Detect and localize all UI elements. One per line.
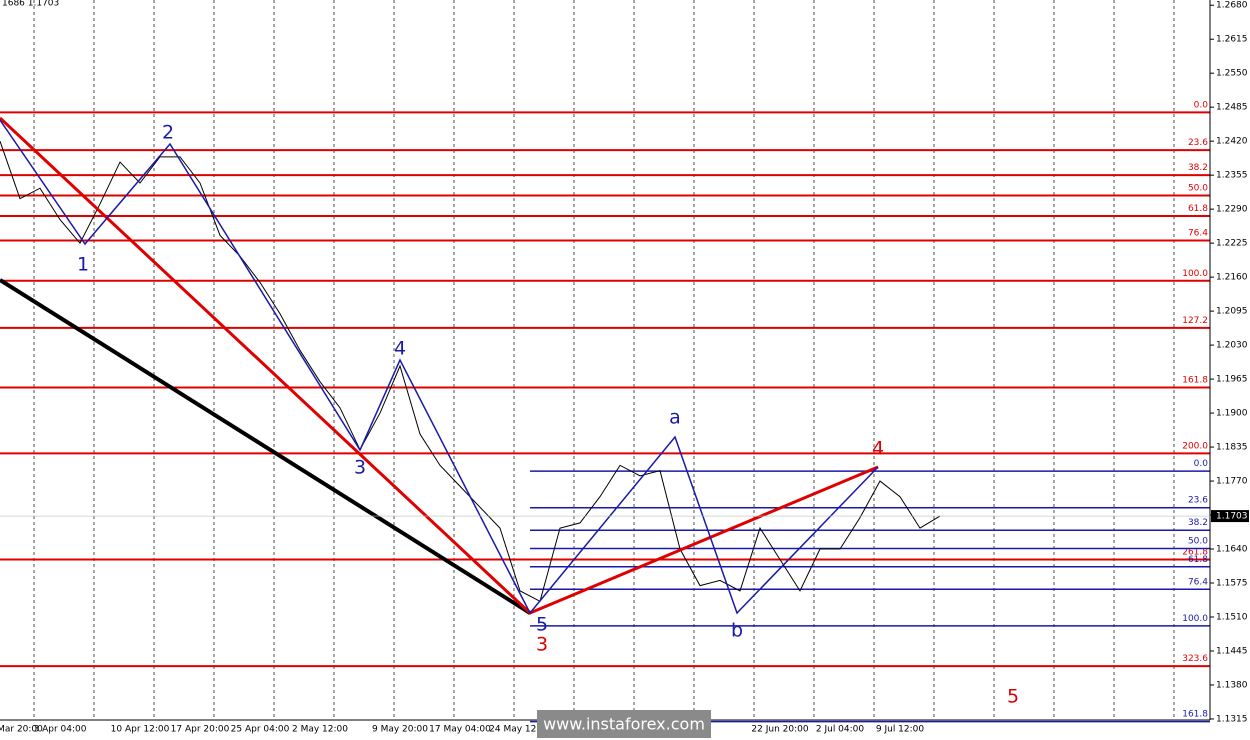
fib-label: 61.8 bbox=[1188, 204, 1208, 214]
y-tick-label: 1.1835 bbox=[1216, 443, 1248, 453]
fib-label: 38.2 bbox=[1188, 518, 1208, 528]
y-tick-label: 1.2420 bbox=[1216, 137, 1248, 147]
wave-label: a bbox=[669, 407, 681, 429]
y-tick-label: 1.2095 bbox=[1216, 307, 1248, 317]
y-tick-label: 1.1640 bbox=[1216, 545, 1248, 555]
y-tick-label: 1.2355 bbox=[1216, 171, 1248, 181]
fib-label: 323.6 bbox=[1182, 654, 1208, 664]
last-price-box bbox=[1211, 510, 1249, 523]
y-tick-label: 1.1900 bbox=[1216, 409, 1248, 419]
y-tick-label: 1.1575 bbox=[1216, 579, 1248, 589]
last-price-label: 1.1703 bbox=[1216, 512, 1248, 522]
header: 1686 1.1703 bbox=[2, 0, 59, 9]
y-tick-label: 1.2680 bbox=[1216, 1, 1248, 11]
wave-label: b bbox=[731, 620, 743, 642]
wave-label: 5 bbox=[1007, 686, 1019, 708]
wave-label: 4 bbox=[394, 338, 406, 360]
wave-label: 3 bbox=[536, 634, 548, 656]
watermark-box bbox=[537, 710, 711, 738]
watermark: www.instaforex.com bbox=[543, 715, 705, 734]
fib-label: 76.4 bbox=[1188, 577, 1208, 587]
fib-label: 50.0 bbox=[1188, 184, 1208, 194]
x-tick-label: 22 Jun 20:00 bbox=[751, 725, 808, 735]
x-tick-label: 17 Apr 20:00 bbox=[171, 725, 230, 735]
fib-label: 100.0 bbox=[1182, 614, 1208, 624]
x-tick-label: 2 May 12:00 bbox=[292, 725, 348, 735]
y-tick-label: 1.1510 bbox=[1216, 612, 1248, 622]
fib-label: 23.6 bbox=[1188, 138, 1208, 148]
y-tick-label: 1.2615 bbox=[1216, 35, 1248, 45]
y-tick-label: 1.2485 bbox=[1216, 103, 1248, 113]
wave-label: 1 bbox=[77, 254, 89, 276]
fib-label: 161.8 bbox=[1182, 375, 1208, 385]
y-tick-label: 1.1380 bbox=[1216, 680, 1248, 690]
fib-label: 127.2 bbox=[1182, 316, 1208, 326]
v-grid bbox=[33, 0, 1175, 720]
fib-label: 23.6 bbox=[1188, 496, 1208, 506]
wave-line-blue bbox=[0, 119, 879, 615]
wave-labels: 1 2 3 4 5 a b 3 4 5 bbox=[77, 122, 1019, 708]
wave-label: 3 bbox=[354, 457, 366, 479]
x-tick-label: 9 May 20:00 bbox=[372, 725, 428, 735]
x-tick-label: 24 May 12:00 bbox=[489, 725, 551, 735]
y-tick-label: 1.1315 bbox=[1216, 714, 1248, 724]
y-tick-label: 1.2225 bbox=[1216, 239, 1248, 249]
fib-label: 261.8 bbox=[1182, 547, 1208, 557]
x-tick-label: 10 Apr 12:00 bbox=[111, 725, 170, 735]
x-tick-label: 25 Apr 04:00 bbox=[231, 725, 290, 735]
fib-levels: 0.023.638.250.061.876.4100.0127.2161.820… bbox=[0, 100, 1210, 723]
y-tick-label: 1.2030 bbox=[1216, 341, 1248, 351]
wave-label: 4 bbox=[872, 438, 884, 460]
y-tick-label: 1.2290 bbox=[1216, 205, 1248, 215]
x-tick-label: 17 May 04:00 bbox=[429, 725, 491, 735]
y-tick-label: 1.1445 bbox=[1216, 646, 1248, 656]
fib-label: 161.8 bbox=[1182, 710, 1208, 720]
x-tick-label: 2 Jul 04:00 bbox=[816, 725, 865, 735]
fib-label: 0.0 bbox=[1194, 459, 1209, 469]
fib-label: 100.0 bbox=[1182, 269, 1208, 279]
wave-label: 2 bbox=[162, 122, 174, 144]
fib-label: 200.0 bbox=[1182, 441, 1208, 451]
wave-label: 5 bbox=[536, 614, 548, 636]
fib-label: 0.0 bbox=[1194, 100, 1209, 110]
fib-label: 61.8 bbox=[1188, 555, 1208, 565]
x-tick-label: Mar 20:00 bbox=[0, 725, 43, 735]
y-tick-label: 1.2550 bbox=[1216, 69, 1248, 79]
y-tick-label: 1.1770 bbox=[1216, 477, 1248, 487]
fib-label: 50.0 bbox=[1188, 536, 1208, 546]
fib-label: 38.2 bbox=[1188, 163, 1208, 173]
trend-line bbox=[0, 278, 532, 615]
fib-label: 76.4 bbox=[1188, 229, 1208, 239]
x-tick-label: 3 Apr 04:00 bbox=[34, 725, 87, 735]
x-tick-label: 9 Jul 12:00 bbox=[876, 725, 925, 735]
y-tick-label: 1.1965 bbox=[1216, 375, 1248, 385]
y-tick-label: 1.2160 bbox=[1216, 273, 1248, 283]
